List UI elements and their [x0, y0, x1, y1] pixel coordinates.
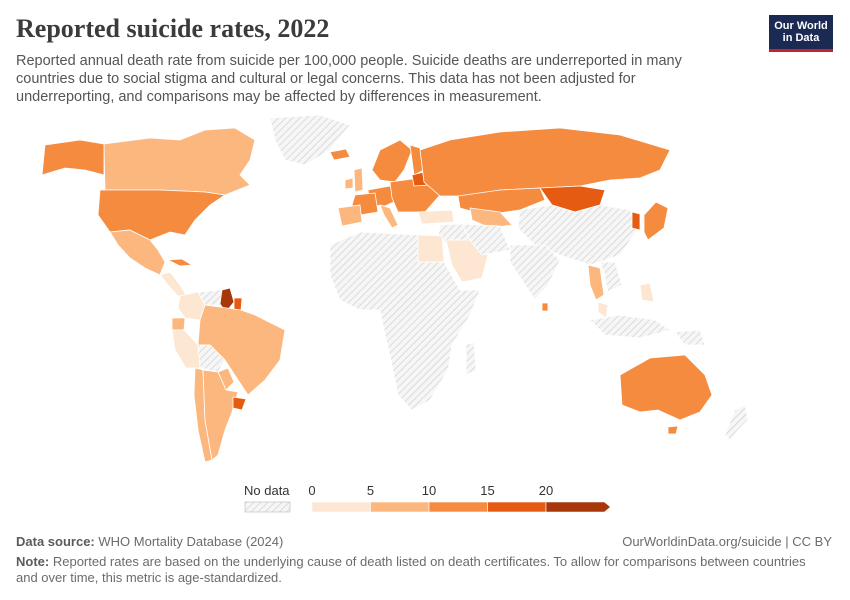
- country-new-zealand[interactable]: [724, 404, 749, 441]
- country-australia[interactable]: [619, 354, 713, 421]
- credit-link[interactable]: OurWorldinData.org/suicide | CC BY: [622, 534, 832, 549]
- source-text: WHO Mortality Database (2024): [98, 534, 284, 549]
- legend-ticks: 0 5 10 15 20: [308, 483, 553, 498]
- country-united-kingdom[interactable]: [353, 167, 364, 193]
- country-central-america[interactable]: [159, 271, 187, 297]
- country-indonesia[interactable]: [589, 314, 671, 339]
- legend-tick-label: 0: [308, 483, 315, 498]
- country-kazakhstan[interactable]: [457, 187, 546, 216]
- country-iran[interactable]: [461, 223, 511, 256]
- country-sri-lanka[interactable]: [541, 302, 549, 312]
- legend-tick-label: 5: [367, 483, 374, 498]
- country-tasmania[interactable]: [667, 425, 679, 435]
- country-russia[interactable]: [419, 127, 671, 197]
- legend-tick-label: 10: [422, 483, 436, 498]
- legend-no-data-label: No data: [244, 483, 290, 498]
- country-turkey[interactable]: [417, 209, 455, 225]
- chart-subtitle: Reported annual death rate from suicide …: [16, 53, 682, 105]
- country-suriname[interactable]: [233, 297, 243, 311]
- legend-tick-label: 20: [539, 483, 553, 498]
- country-iberia[interactable]: [337, 204, 363, 227]
- country-philippines[interactable]: [639, 282, 655, 303]
- legend-tick-label: 15: [480, 483, 494, 498]
- country-egypt[interactable]: [417, 234, 445, 263]
- legend-no-data-swatch: [244, 501, 291, 513]
- legend-bin-0: [311, 501, 371, 513]
- note-text: Reported rates are based on the underlyi…: [16, 554, 806, 585]
- country-korea[interactable]: [631, 211, 641, 231]
- country-africa[interactable]: [329, 231, 481, 411]
- country-alaska[interactable]: [41, 139, 105, 176]
- country-thailand[interactable]: [587, 264, 605, 301]
- country-italy[interactable]: [379, 204, 399, 229]
- legend-bins: [311, 501, 611, 513]
- country-uruguay[interactable]: [232, 396, 247, 411]
- source-label: Data source:: [16, 534, 95, 549]
- country-central-asia[interactable]: [469, 207, 513, 229]
- legend-bin-4: [545, 501, 611, 513]
- country-japan[interactable]: [643, 201, 669, 241]
- map-legend: No data 0 5 10 15 20: [244, 483, 611, 513]
- legend-bin-3: [487, 501, 547, 513]
- country-canada[interactable]: [103, 127, 256, 196]
- map-regions: [41, 114, 749, 463]
- country-bolivia[interactable]: [197, 344, 226, 373]
- note-label: Note:: [16, 554, 50, 569]
- logo-line-1: Our World: [774, 20, 828, 32]
- country-mexico[interactable]: [109, 229, 166, 276]
- country-madagascar[interactable]: [465, 341, 477, 376]
- chart-note: Note: Reported rates are based on the un…: [16, 554, 816, 586]
- country-peru[interactable]: [171, 329, 201, 369]
- legend-bin-2: [428, 501, 488, 513]
- country-ecuador[interactable]: [171, 317, 186, 331]
- country-ireland[interactable]: [344, 177, 354, 190]
- logo-line-2: in Data: [782, 32, 820, 44]
- country-greenland[interactable]: [269, 114, 351, 166]
- country-papua-new-guinea[interactable]: [674, 329, 706, 346]
- world-map[interactable]: [0, 112, 850, 472]
- country-malaysia[interactable]: [597, 301, 609, 319]
- country-scandinavia[interactable]: [371, 139, 413, 183]
- legend-bin-1: [370, 501, 430, 513]
- owid-logo[interactable]: Our World in Data: [769, 15, 833, 52]
- country-india[interactable]: [509, 244, 561, 301]
- data-source: Data source: WHO Mortality Database (202…: [16, 534, 283, 549]
- country-southeast-asia[interactable]: [599, 261, 623, 293]
- country-guyana[interactable]: [219, 287, 235, 313]
- chart-title: Reported suicide rates, 2022: [16, 14, 330, 43]
- country-cuba[interactable]: [166, 258, 194, 267]
- country-iceland[interactable]: [329, 148, 351, 161]
- country-argentina[interactable]: [202, 369, 239, 461]
